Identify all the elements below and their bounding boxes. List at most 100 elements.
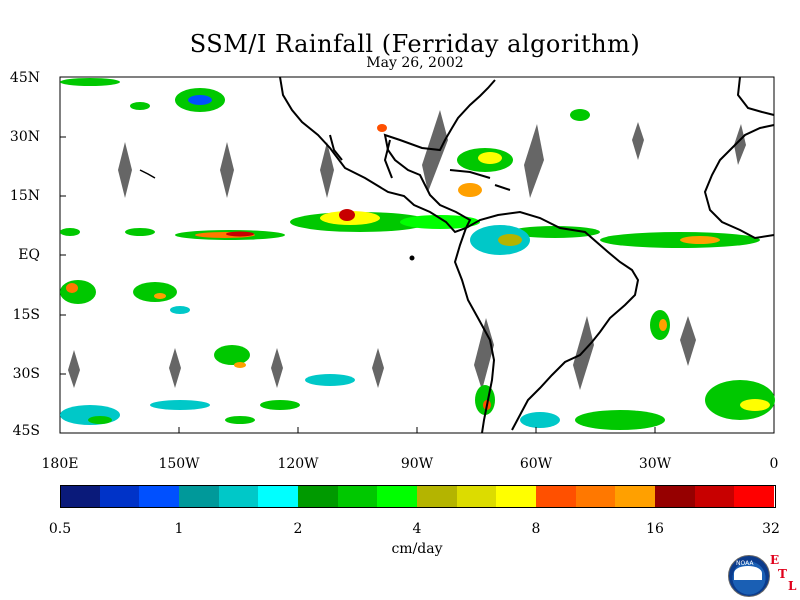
- colorbar-cell: [417, 485, 458, 507]
- rain-patch: [305, 374, 355, 386]
- rain-patch: [60, 228, 80, 236]
- rainfall-patches: [60, 78, 775, 430]
- data-gap-swath: [573, 316, 594, 390]
- rain-patch: [225, 416, 255, 424]
- hawaii-islands: [139, 169, 156, 179]
- africa-coast: [703, 124, 775, 240]
- colorbar-cell: [734, 485, 775, 507]
- map-frame: [59, 76, 775, 434]
- rain-patch: [170, 306, 190, 314]
- colorbar-cell: [456, 485, 497, 507]
- rain-patch: [125, 228, 155, 236]
- yucatan-coast: [383, 139, 393, 179]
- colorbar-units: cm/day: [391, 541, 443, 557]
- colorbar-tick-label: 1: [174, 521, 184, 537]
- data-gap-swath: [372, 348, 384, 388]
- data-gap-swath: [220, 142, 234, 198]
- rain-patch: [377, 124, 387, 132]
- colorbar-frame: [60, 485, 776, 508]
- rain-patch: [133, 282, 177, 302]
- data-gap-swath: [474, 318, 494, 390]
- rain-patch: [60, 280, 96, 304]
- colorbar-cell: [536, 485, 577, 507]
- south-america-east-coast: [465, 210, 640, 431]
- lon-label: 0: [769, 456, 779, 472]
- lon-label: 30W: [638, 456, 672, 472]
- north-america-coast: [279, 76, 496, 234]
- lat-label: 15S: [12, 307, 40, 323]
- colorbar-tick-label: 32: [762, 521, 780, 537]
- data-gap-swath: [524, 124, 544, 198]
- etl-letter: L: [788, 579, 797, 593]
- lat-label: 15N: [9, 188, 40, 204]
- data-gap-swath: [422, 110, 448, 192]
- colorbar-tick-label: 8: [531, 521, 541, 537]
- colorbar-tick-label: 4: [412, 521, 422, 537]
- rain-patch: [150, 400, 210, 410]
- rain-patch: [60, 78, 120, 86]
- colorbar-tick-label: 16: [646, 521, 664, 537]
- galapagos-islands: [409, 255, 415, 261]
- colorbar-cell: [298, 485, 339, 507]
- rain-patch: [88, 416, 112, 424]
- colorbar-cell: [655, 485, 696, 507]
- colorbar-cell: [258, 485, 299, 507]
- coastlines: [139, 76, 775, 434]
- rain-patch: [188, 95, 212, 105]
- lon-label: 90W: [400, 456, 434, 472]
- data-gap-swath: [169, 348, 181, 388]
- rain-patch: [214, 345, 250, 365]
- data-gap-swath: [632, 122, 644, 160]
- rain-patch: [740, 399, 770, 411]
- cuba-coast: [449, 169, 491, 179]
- colorbar-tick-label: 0.5: [48, 521, 72, 537]
- rain-patch: [659, 319, 667, 331]
- data-gap-swaths: [68, 110, 746, 390]
- colorbar-cell: [337, 485, 378, 507]
- rain-patch: [234, 362, 246, 368]
- rain-patch: [498, 234, 522, 246]
- baja-coast: [329, 134, 343, 161]
- rain-patch: [154, 293, 166, 299]
- noaa-logo-wing: [734, 566, 762, 580]
- rain-patch: [705, 380, 775, 420]
- rain-patch: [520, 412, 560, 428]
- colorbar-tick-label: 2: [293, 521, 303, 537]
- lat-label: EQ: [18, 247, 40, 263]
- rain-patch: [130, 102, 150, 110]
- lat-label: 30S: [12, 366, 40, 382]
- map-title: SSM/I Rainfall (Ferriday algorithm): [189, 30, 641, 58]
- rain-patch: [570, 109, 590, 121]
- rain-patch: [510, 226, 600, 238]
- lon-label: 120W: [277, 456, 319, 472]
- colorbar-cell: [575, 485, 616, 507]
- colorbar-cell: [218, 485, 259, 507]
- hispaniola-coast: [494, 184, 511, 191]
- rain-patch: [66, 283, 78, 293]
- south-america-west-coast: [453, 227, 496, 434]
- data-gap-swath: [680, 316, 696, 366]
- rain-patch: [478, 152, 502, 164]
- colorbar-cell: [139, 485, 180, 507]
- etl-letter: E: [770, 553, 780, 567]
- rain-patch: [680, 236, 720, 244]
- lat-label: 45N: [9, 70, 40, 86]
- colorbar-cell: [496, 485, 537, 507]
- data-gap-swath: [320, 142, 334, 198]
- rain-patch: [575, 410, 665, 430]
- data-gap-swath: [271, 348, 283, 388]
- colorbar-cell: [377, 485, 418, 507]
- europe-coast: [736, 76, 775, 116]
- data-gap-swath: [68, 350, 80, 388]
- etl-letter: T: [778, 567, 787, 581]
- colorbar-cell: [615, 485, 656, 507]
- lon-label: 150W: [158, 456, 200, 472]
- noaa-logo-text: NOAA: [736, 560, 754, 567]
- colorbar-cell: [694, 485, 735, 507]
- rain-patch: [400, 215, 480, 229]
- data-gap-swath: [734, 124, 746, 165]
- lon-label: 180E: [41, 456, 79, 472]
- rain-patch: [339, 209, 355, 221]
- lon-label: 60W: [519, 456, 553, 472]
